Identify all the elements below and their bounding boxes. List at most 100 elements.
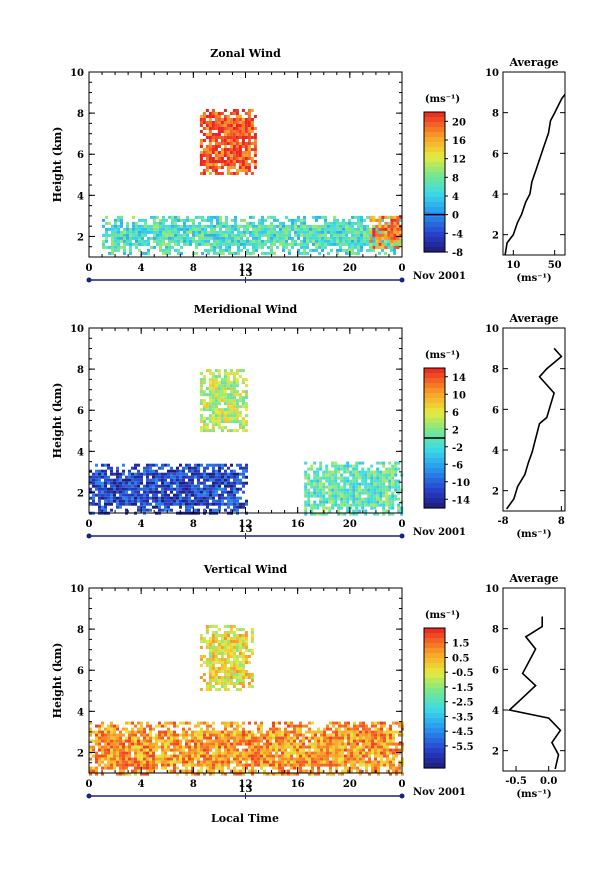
x-tick-label: 0	[399, 779, 406, 790]
heatmap-cell	[358, 476, 362, 480]
heatmap-cell	[229, 160, 233, 163]
heatmap-cell	[220, 384, 224, 388]
heatmap-cell	[98, 469, 101, 473]
heatmap-cell	[208, 151, 212, 154]
heatmap-cell	[101, 772, 104, 776]
heatmap-cell	[158, 754, 161, 758]
heatmap-cell	[270, 236, 273, 240]
heatmap-cell	[119, 742, 122, 746]
heatmap-cell	[380, 745, 383, 749]
heatmap-cell	[261, 245, 264, 249]
heatmap-cell	[326, 724, 329, 728]
heatmap-cell	[272, 748, 275, 752]
heatmap-cell	[192, 230, 195, 234]
heatmap-cell	[191, 466, 194, 470]
heatmap-cell	[150, 215, 153, 219]
heatmap-cell	[320, 736, 323, 740]
heatmap-cell	[215, 760, 218, 764]
heatmap-cell	[241, 420, 245, 424]
heatmap-cell	[398, 769, 401, 773]
colorbar-segment	[424, 403, 445, 409]
heatmap-cell	[211, 649, 215, 652]
heatmap-cell	[223, 688, 227, 691]
heatmap-cell	[391, 497, 395, 501]
heatmap-cell	[217, 661, 221, 664]
heatmap-cell	[270, 215, 273, 219]
heatmap-cell	[396, 242, 399, 246]
heatmap-cell	[331, 500, 335, 504]
heatmap-cell	[232, 136, 236, 139]
heatmap-cell	[214, 133, 218, 136]
heatmap-cell	[140, 475, 143, 479]
heatmap-cell	[95, 739, 98, 743]
heatmap-cell	[278, 727, 281, 731]
heatmap-cell	[308, 739, 311, 743]
heatmap-cell	[199, 121, 203, 124]
heatmap-cell	[201, 224, 204, 228]
heatmap-cell	[170, 757, 173, 761]
x-tick-label: 16	[291, 263, 305, 274]
heatmap-cell	[185, 508, 188, 512]
heatmap-cell	[337, 494, 341, 498]
heatmap-cell	[254, 751, 257, 755]
heatmap-cell	[131, 496, 134, 500]
heatmap-cell	[388, 500, 392, 504]
heatmap-cell	[255, 245, 258, 249]
heatmap-cell	[270, 227, 273, 231]
heatmap-cell	[361, 506, 365, 510]
heatmap-cell	[107, 727, 110, 731]
day-line-end-marker	[399, 533, 405, 539]
heatmap-cell	[352, 473, 356, 477]
heatmap-cell	[156, 227, 159, 231]
heatmap-cell	[232, 634, 236, 637]
heatmap-cell	[226, 157, 230, 160]
heatmap-cell	[252, 230, 255, 234]
heatmap-cell	[382, 488, 386, 492]
x-tick-label: 16	[291, 779, 305, 790]
heatmap-cell	[372, 218, 376, 222]
heatmap-cell	[194, 724, 197, 728]
heatmap-cell	[208, 396, 212, 400]
heatmap-cell	[252, 245, 255, 249]
heatmap-cell	[164, 496, 167, 500]
heatmap-cell	[320, 757, 323, 761]
heatmap-cell	[242, 721, 245, 725]
heatmap-cell	[254, 754, 257, 758]
heatmap-cell	[281, 760, 284, 764]
heatmap-cell	[183, 227, 186, 231]
heatmap-cell	[217, 670, 221, 673]
heatmap-cell	[221, 463, 224, 467]
heatmap-cell	[385, 479, 389, 483]
heatmap-cell	[367, 500, 371, 504]
heatmap-cell	[250, 640, 254, 643]
heatmap-cell	[302, 736, 305, 740]
heatmap-cell	[208, 429, 212, 433]
heatmap-cell	[197, 475, 200, 479]
heatmap-cell	[356, 745, 359, 749]
heatmap-cell	[182, 763, 185, 767]
heatmap-cell	[308, 763, 311, 767]
heatmap-cell	[382, 485, 386, 489]
heatmap-cell	[212, 490, 215, 494]
heatmap-cell	[217, 402, 221, 406]
heatmap-cell	[386, 748, 389, 752]
heatmap-cell	[132, 236, 135, 240]
heatmap-cell	[261, 251, 264, 255]
heatmap-cell	[391, 500, 395, 504]
heatmap-cell	[282, 242, 285, 246]
heatmap-cell	[191, 754, 194, 758]
heatmap-cell	[246, 239, 249, 243]
heatmap-cell	[158, 730, 161, 734]
heatmap-cell	[114, 245, 117, 249]
heatmap-cell	[214, 399, 218, 403]
heatmap-cell	[200, 766, 203, 770]
heatmap-cell	[331, 470, 335, 474]
heatmap-cell	[185, 754, 188, 758]
heatmap-cell	[260, 757, 263, 761]
profile-y-tick-label: 8	[492, 365, 499, 376]
heatmap-cell	[191, 502, 194, 506]
heatmap-cell	[258, 245, 261, 249]
heatmap-cell	[116, 475, 119, 479]
heatmap-cell	[114, 239, 117, 243]
heatmap-cell	[238, 634, 242, 637]
